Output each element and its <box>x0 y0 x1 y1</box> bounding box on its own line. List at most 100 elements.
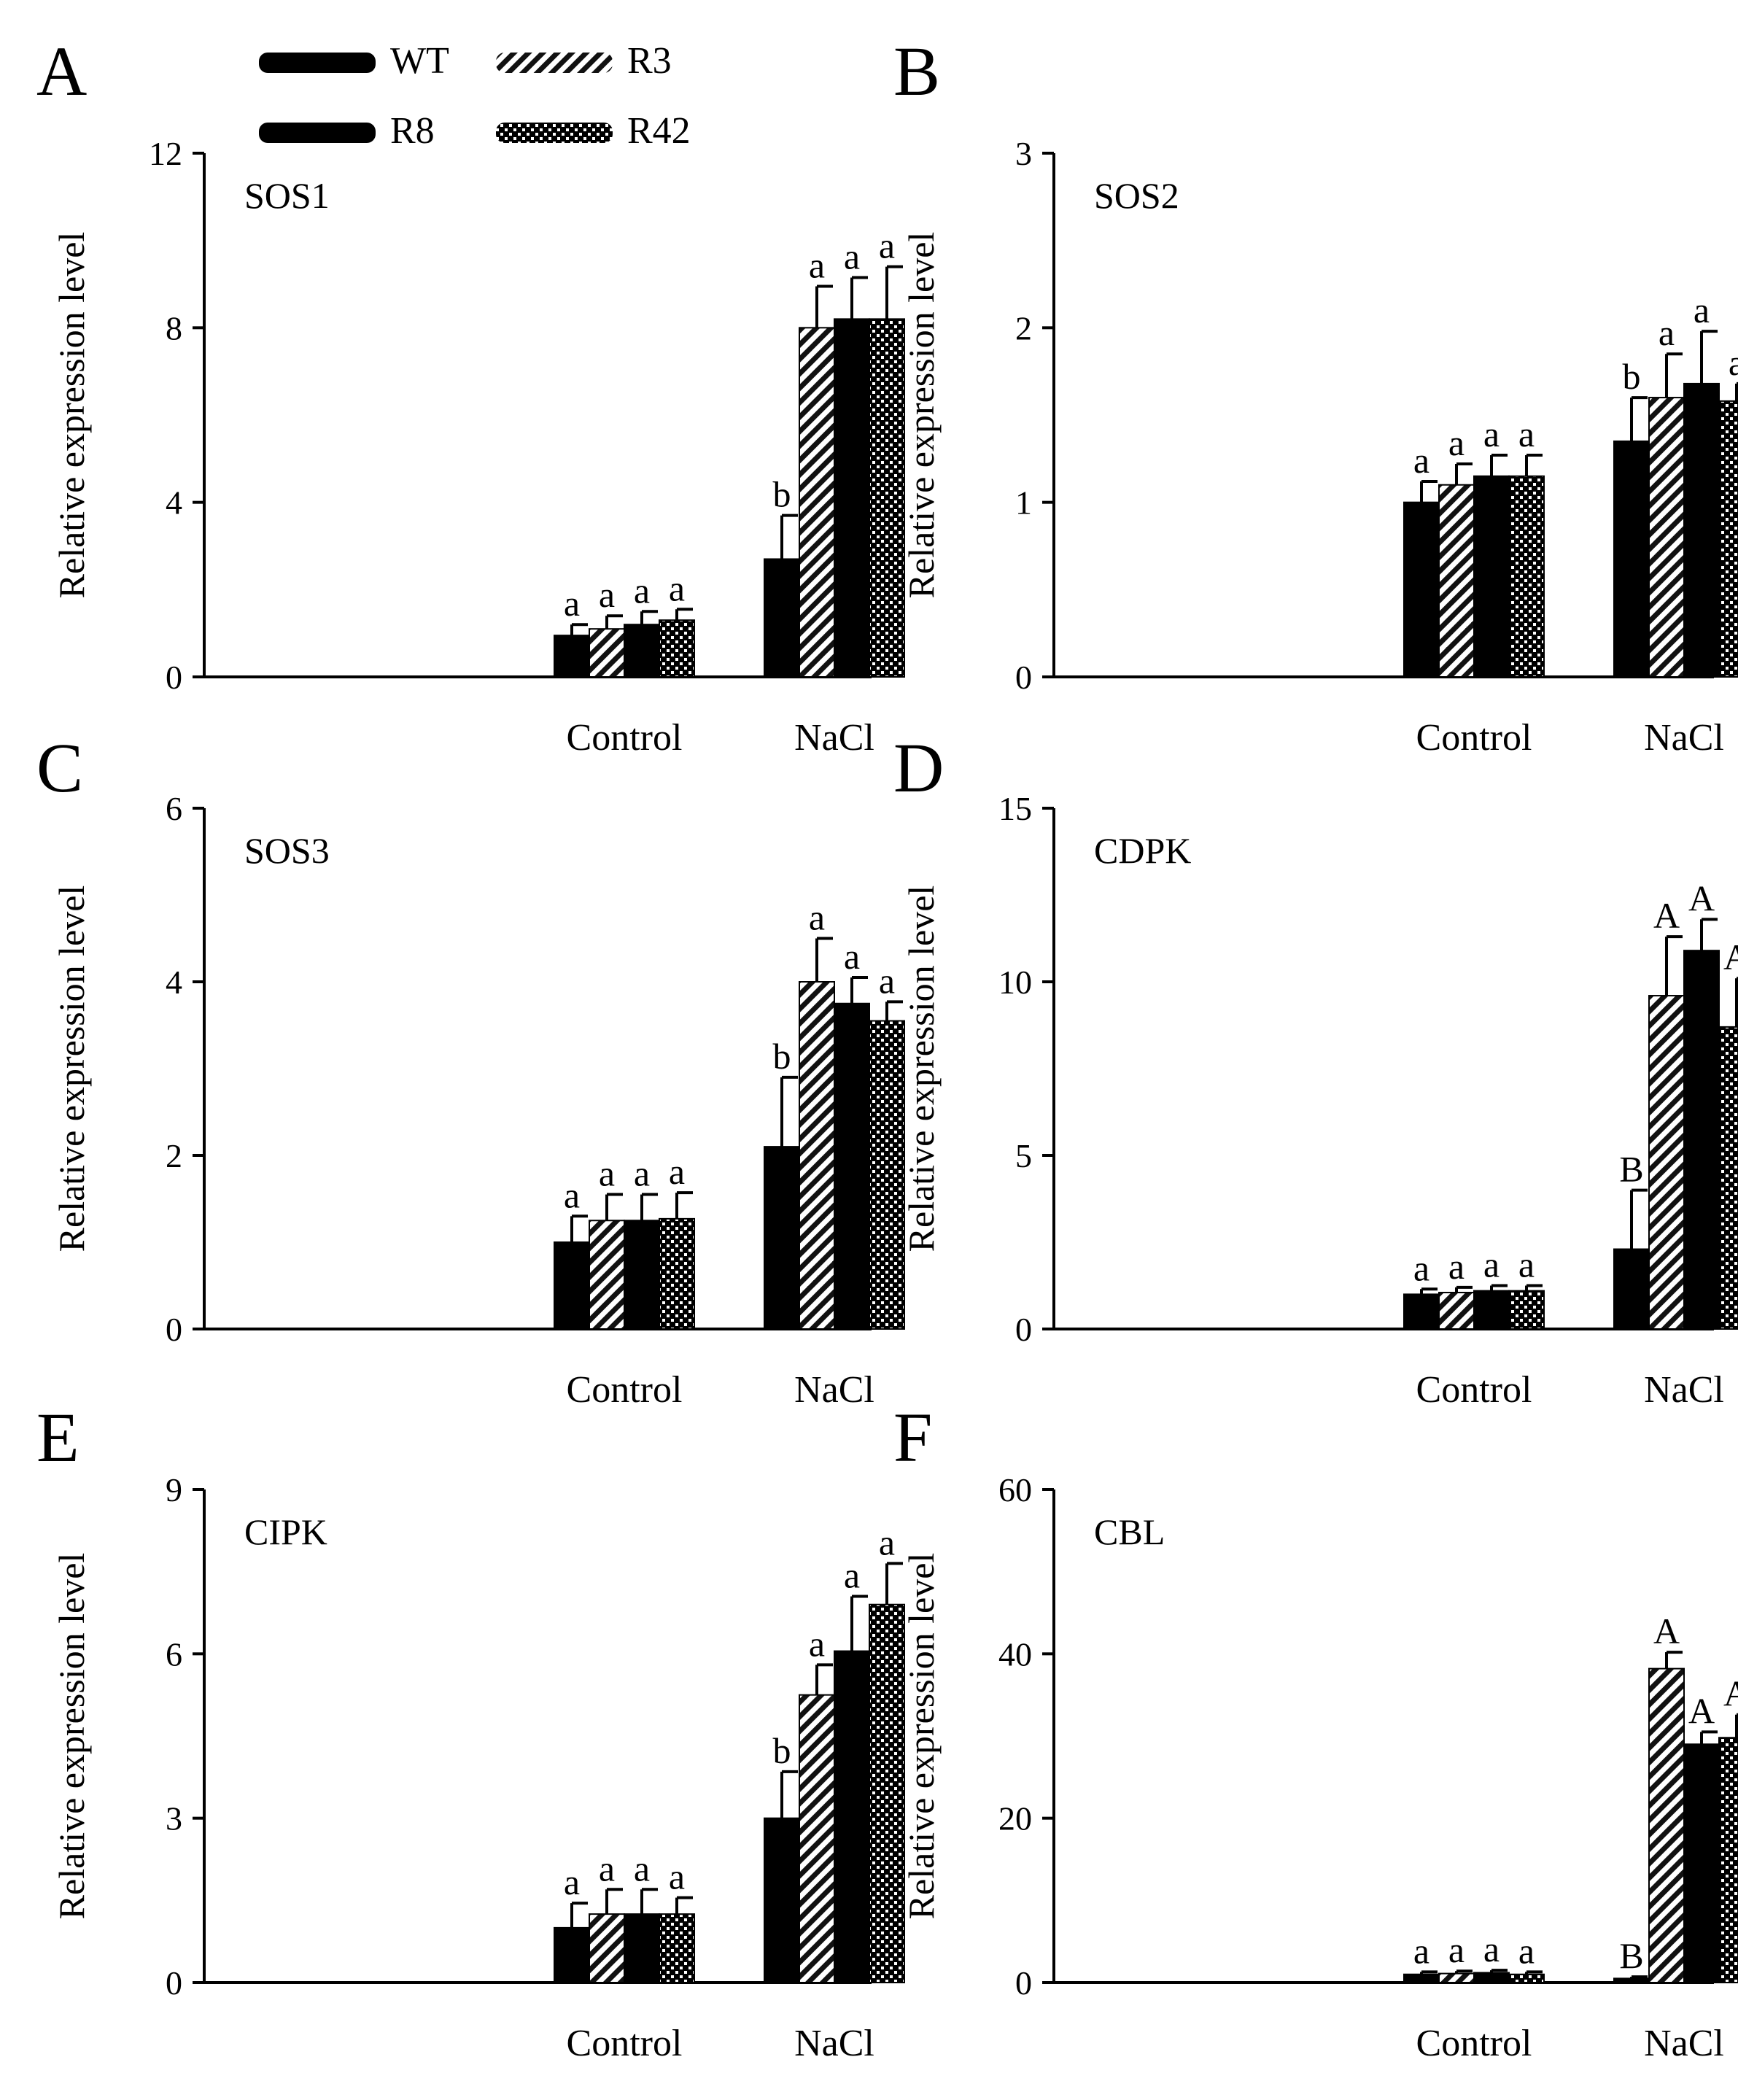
bar-wt <box>764 1146 800 1330</box>
x-category-label: NaCl <box>1644 2023 1724 2064</box>
x-category-label: NaCl <box>1644 717 1724 759</box>
significance-letter: a <box>844 1554 860 1595</box>
bar-r8 <box>834 1002 870 1330</box>
x-category-label: Control <box>1416 2023 1532 2064</box>
bar-r8 <box>1683 950 1720 1330</box>
panel-letter: B <box>893 32 940 110</box>
x-category-label: NaCl <box>794 1369 874 1411</box>
bar-r8 <box>834 318 870 678</box>
x-category-label: NaCl <box>1644 1369 1724 1411</box>
x-category-label: Control <box>567 1369 683 1411</box>
significance-letter: a <box>564 583 580 624</box>
bar-r42 <box>1508 1290 1545 1330</box>
panel-letter: E <box>36 1398 79 1476</box>
bar-wt <box>554 635 590 678</box>
y-tick-label: 2 <box>166 1137 182 1174</box>
legend: WT R3 R8 R42 <box>259 40 691 152</box>
y-tick-label: 9 <box>166 1471 182 1508</box>
legend-swatch-r42 <box>496 123 613 143</box>
y-tick-label: 0 <box>166 1311 182 1348</box>
significance-letter: a <box>1448 1929 1465 1970</box>
bar-r8 <box>1683 382 1720 678</box>
y-tick-label: 6 <box>166 790 182 827</box>
significance-letter: a <box>879 1522 895 1562</box>
significance-letter: a <box>809 1623 825 1664</box>
bar-r8 <box>624 624 660 678</box>
significance-letter: a <box>669 1151 685 1192</box>
significance-letter: a <box>564 1174 580 1215</box>
significance-letter: a <box>1694 290 1710 330</box>
legend-label-r3: R3 <box>627 40 672 82</box>
significance-letter: a <box>1518 1244 1535 1285</box>
significance-letter: A <box>1723 1673 1738 1714</box>
bar-r3 <box>1648 1667 1685 1983</box>
bar-r3 <box>589 1913 625 1983</box>
significance-letter: a <box>599 574 615 615</box>
significance-letter: b <box>773 1036 791 1077</box>
bar-r8 <box>1683 1743 1720 1983</box>
y-axis-label: Relative expression level <box>51 886 92 1252</box>
significance-letter: a <box>1448 422 1465 463</box>
significance-letter: a <box>634 570 650 611</box>
significance-letter: A <box>1688 1690 1715 1731</box>
y-tick-label: 20 <box>998 1800 1032 1837</box>
significance-letter: a <box>879 960 895 1001</box>
panel-letter: A <box>36 32 87 110</box>
bar-r3 <box>799 327 835 678</box>
legend-label-wt: WT <box>390 40 449 82</box>
significance-letter: a <box>634 1153 650 1194</box>
y-axis-label: Relative expression level <box>901 886 942 1252</box>
bar-wt <box>554 1241 590 1330</box>
bar-r3 <box>1438 484 1475 678</box>
bar-r42 <box>869 1020 905 1330</box>
bar-wt <box>1613 1977 1650 1984</box>
significance-letter: a <box>844 936 860 977</box>
legend-swatch-r8 <box>259 123 376 143</box>
significance-letter: a <box>1413 1247 1429 1288</box>
y-tick-label: 0 <box>1015 1964 1032 2002</box>
significance-letter: a <box>1413 440 1429 481</box>
y-tick-label: 15 <box>998 790 1032 827</box>
bar-r3 <box>589 628 625 678</box>
x-category-label: NaCl <box>794 717 874 759</box>
bar-r42 <box>1718 400 1738 678</box>
bar-r3 <box>1438 1292 1475 1330</box>
chart-title: SOS2 <box>1094 175 1179 216</box>
y-axis-label: Relative expression level <box>51 1553 92 1920</box>
significance-letter: a <box>1729 342 1738 383</box>
y-tick-label: 1 <box>1015 484 1032 522</box>
significance-letter: b <box>1623 356 1641 397</box>
y-tick-label: 3 <box>166 1800 182 1837</box>
significance-letter: a <box>879 225 895 266</box>
bar-wt <box>1403 1973 1440 1984</box>
bar-r3 <box>799 981 835 1330</box>
panel-letter: F <box>893 1398 932 1476</box>
bar-r42 <box>659 1913 695 1983</box>
significance-letter: a <box>1413 1930 1429 1971</box>
significance-letter: a <box>599 1153 615 1194</box>
bar-wt <box>1403 1293 1440 1330</box>
y-tick-label: 4 <box>166 964 182 1001</box>
y-tick-label: 6 <box>166 1635 182 1673</box>
x-category-label: NaCl <box>794 2023 874 2064</box>
bar-wt <box>1613 1248 1650 1330</box>
significance-letter: a <box>809 244 825 285</box>
bar-r42 <box>1718 1737 1738 1984</box>
bar-wt <box>1613 440 1650 678</box>
bar-r8 <box>1473 1972 1510 1983</box>
y-tick-label: 5 <box>1015 1137 1032 1174</box>
significance-letter: b <box>773 1730 791 1771</box>
bar-wt <box>554 1926 590 1984</box>
significance-letter: a <box>1518 414 1535 454</box>
y-tick-label: 2 <box>1015 309 1032 346</box>
significance-letter: A <box>1688 877 1715 918</box>
significance-letter: a <box>564 1861 580 1902</box>
significance-letter: a <box>1483 1929 1500 1969</box>
chart-title: CDPK <box>1094 830 1191 871</box>
y-tick-label: 0 <box>1015 659 1032 696</box>
